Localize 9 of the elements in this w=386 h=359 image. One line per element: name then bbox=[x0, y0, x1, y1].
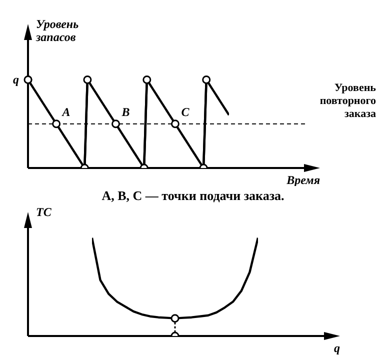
text: A, B, C — точки подачи заказа. bbox=[100, 187, 286, 205]
annotation: C bbox=[181, 104, 190, 119]
annotation: B bbox=[120, 104, 130, 119]
y-axis-title: Уровень запасов bbox=[36, 17, 80, 44]
ref-line-label: Уровень повторного заказа bbox=[318, 82, 376, 121]
y-axis-title: TC bbox=[36, 205, 52, 219]
annotation: A bbox=[61, 104, 70, 119]
x-axis-title: q bbox=[334, 341, 340, 355]
text: q bbox=[13, 72, 19, 87]
